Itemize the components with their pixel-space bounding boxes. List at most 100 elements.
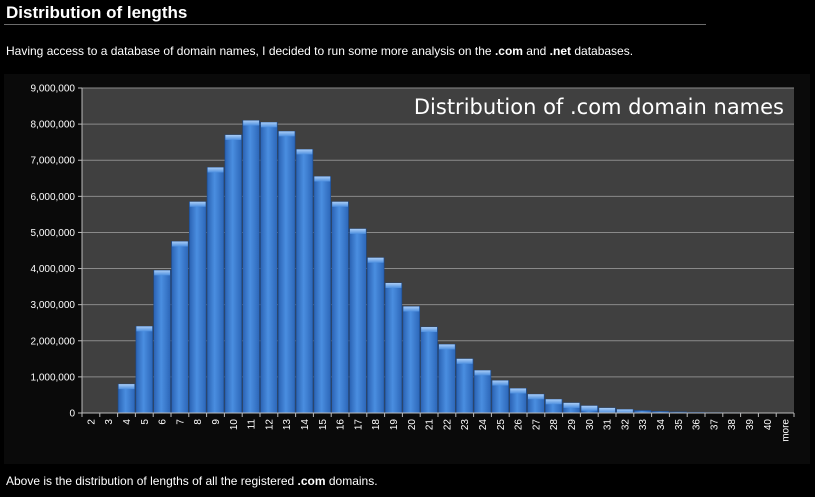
bar-highlight [189, 201, 206, 207]
outro-paragraph: Above is the distribution of lengths of … [6, 474, 378, 488]
y-tick-label: 3,000,000 [31, 300, 76, 311]
intro-text-after: databases. [571, 44, 634, 58]
bar-highlight [439, 344, 455, 350]
x-tick-label: 32 [620, 419, 631, 431]
y-tick-label: 4,000,000 [31, 264, 76, 275]
x-tick-label: 26 [514, 419, 525, 431]
bar [473, 370, 492, 414]
outro-text-before: Above is the distribution of lengths of … [6, 474, 298, 488]
y-tick-labels: 0 1,000,000 2,000,000 3,000,000 4,000,000 5,0… [31, 84, 76, 420]
bar [224, 134, 242, 414]
x-tick-label: 10 [229, 419, 240, 431]
bar-highlight [118, 384, 135, 390]
y-tick-label: 9,000,000 [31, 84, 76, 95]
y-tick-label: 0 [69, 409, 75, 420]
bar-highlight [207, 167, 224, 173]
bar-highlight [296, 149, 313, 155]
bar-highlight [243, 120, 259, 126]
title-divider [4, 24, 706, 25]
bar [366, 257, 385, 414]
bar-highlight [367, 257, 384, 263]
x-tick-label: 14 [300, 419, 311, 431]
bar-highlight [492, 380, 509, 386]
y-tick-label: 2,000,000 [31, 336, 76, 347]
x-tick-label: 29 [567, 419, 578, 431]
bar [384, 282, 403, 414]
x-tick-labels: 2 3 4 5 6 7 8 9 10 11 12 13 14 15 16 17 18 19 20 21 22 23 24 25… [86, 419, 791, 442]
x-tick-label: 34 [656, 419, 667, 431]
intro-net-label: .net [549, 44, 572, 58]
x-tick-label: 35 [674, 419, 685, 431]
y-tick-label: 5,000,000 [31, 228, 76, 239]
x-tick-label: 3 [104, 419, 115, 425]
x-tick-label: 40 [763, 419, 774, 431]
x-tick-label: 7 [175, 419, 186, 425]
bar-highlight [421, 327, 437, 333]
bar [206, 167, 225, 414]
bar [260, 122, 278, 414]
x-tick-label: 20 [407, 419, 418, 431]
bar [313, 176, 331, 414]
bar-highlight [563, 402, 580, 408]
outro-com-label: .com [297, 474, 326, 488]
bar [153, 270, 171, 414]
bar-highlight [385, 283, 402, 288]
bar-highlight [172, 241, 188, 247]
chart-title: Distribution of .com domain names [414, 95, 784, 119]
x-tick-label: 8 [193, 419, 204, 425]
bar [402, 306, 420, 414]
plot-area [82, 88, 794, 413]
y-tick-label: 8,000,000 [31, 120, 76, 131]
x-tick-label: 15 [318, 419, 329, 431]
x-tick-label: 36 [692, 419, 703, 431]
x-tick-label: 27 [531, 419, 542, 431]
x-tick-label: 4 [122, 419, 133, 425]
bar-highlight [225, 134, 242, 140]
x-tick-label: 16 [336, 419, 347, 431]
x-tick-label: 18 [371, 419, 382, 431]
bar-highlight [456, 358, 473, 364]
x-tick-label: 22 [442, 419, 453, 431]
bar [420, 326, 438, 414]
x-tick-label: 19 [389, 419, 400, 431]
x-tick-label: 12 [264, 419, 275, 431]
intro-text-before: Having access to a database of domain na… [6, 44, 495, 58]
bars [117, 120, 794, 414]
x-tick-label: 13 [282, 419, 293, 431]
bar-highlight [350, 228, 366, 234]
x-tick-label: 39 [745, 419, 756, 431]
bar-highlight [617, 409, 633, 413]
x-tick-label: 33 [638, 419, 649, 431]
x-tick-label: 6 [158, 419, 169, 425]
x-tick-label: 37 [709, 419, 720, 431]
bar-highlight [154, 270, 170, 276]
bar-highlight [261, 122, 277, 128]
bar-highlight [403, 306, 420, 312]
y-tick-label: 1,000,000 [31, 372, 76, 383]
x-tick-label: 38 [727, 419, 738, 431]
bar [295, 149, 314, 414]
bar-highlight [581, 405, 598, 411]
x-tick-label: 24 [478, 419, 489, 431]
x-tick-label: 11 [247, 419, 258, 430]
bar [331, 201, 349, 414]
bar-highlight [278, 131, 295, 137]
y-tick-label: 7,000,000 [31, 156, 76, 167]
x-tick-label: 5 [140, 419, 151, 425]
bar [438, 344, 456, 414]
bar [171, 241, 189, 414]
x-tick-label: 17 [353, 419, 364, 431]
bar [135, 326, 153, 414]
bar-highlight [545, 399, 562, 405]
page-title: Distribution of lengths [6, 3, 188, 22]
bar-highlight [528, 394, 544, 400]
bar-highlight [136, 326, 153, 332]
outro-text-after: domains. [325, 474, 378, 488]
bar [349, 228, 367, 414]
intro-com-label: .com [494, 44, 523, 58]
axes [78, 87, 795, 417]
intro-paragraph: Having access to a database of domain na… [6, 44, 633, 58]
bar [189, 201, 207, 414]
bar-highlight [474, 370, 491, 376]
x-tick-label: 9 [211, 419, 222, 425]
